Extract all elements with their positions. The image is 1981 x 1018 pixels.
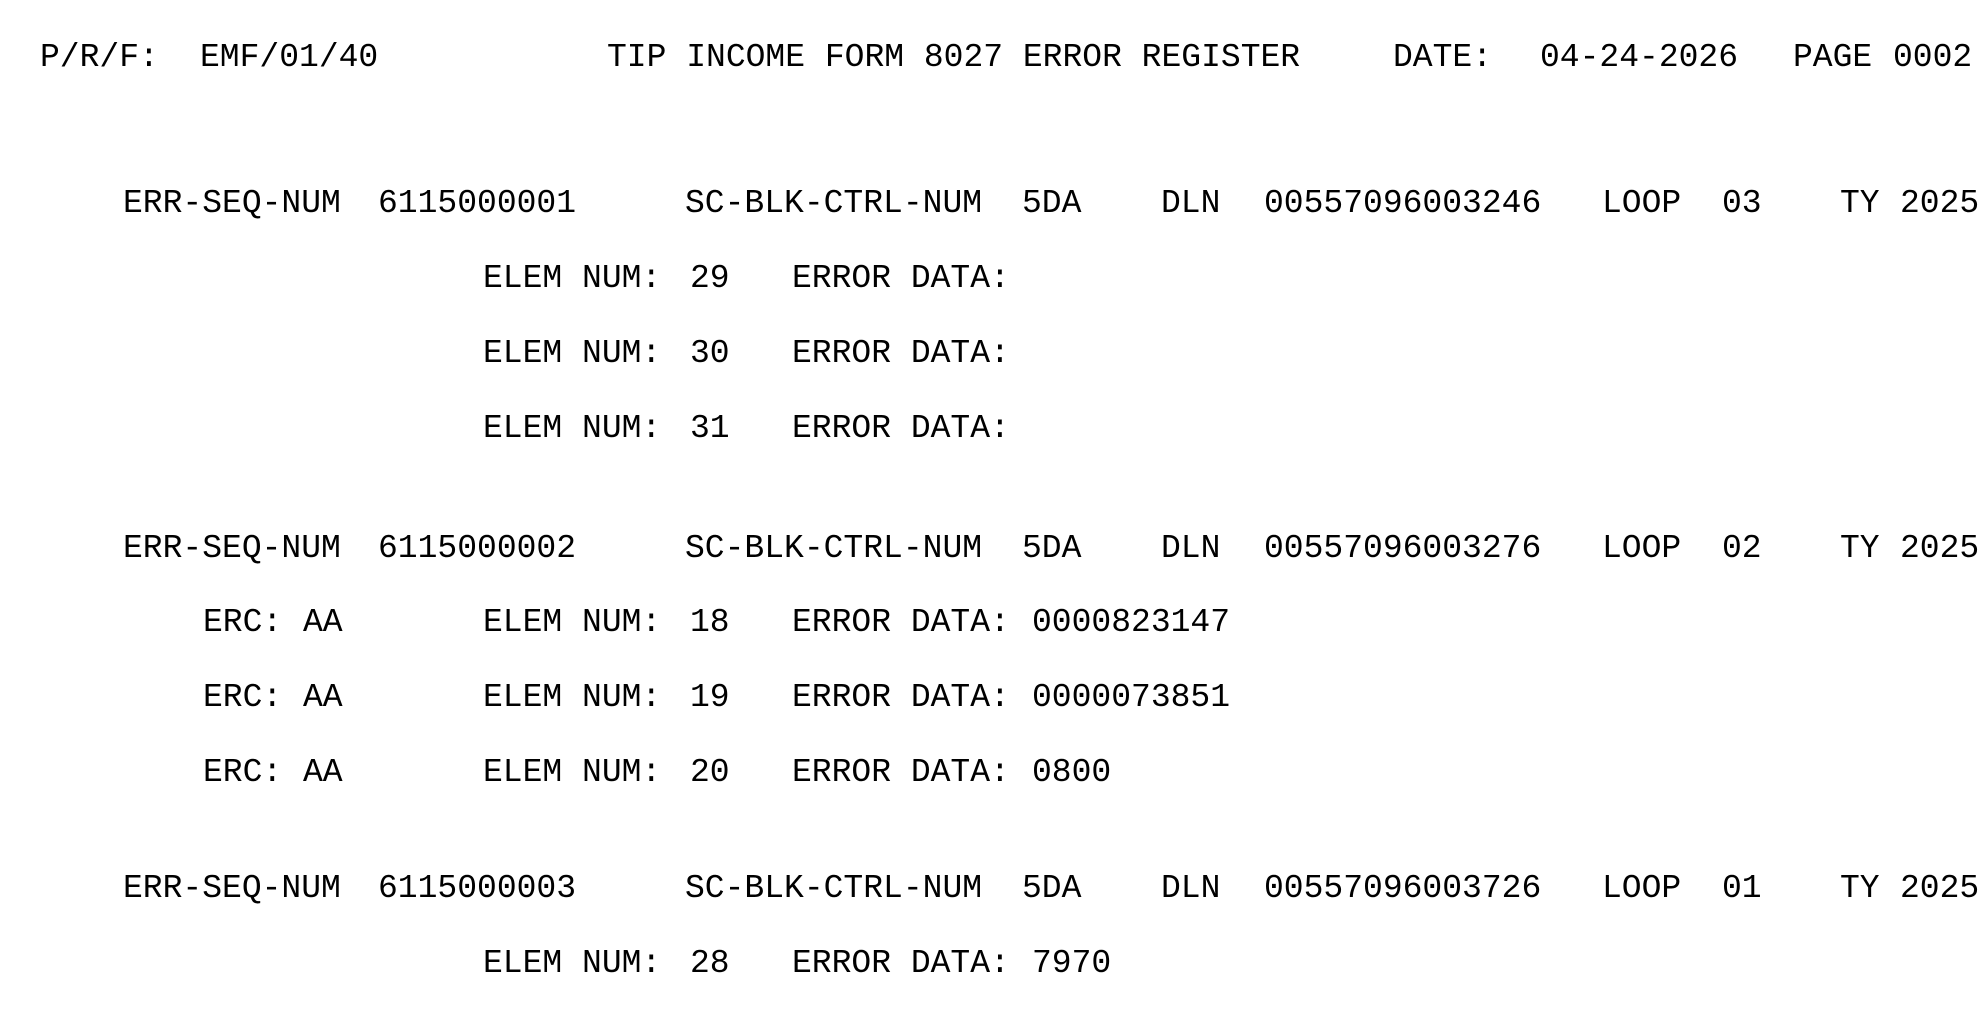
record-detail-line: ELEM NUM: 28 ERROR DATA: 7970 bbox=[0, 947, 1981, 981]
page-label: PAGE bbox=[1793, 39, 1873, 76]
blk-ctrl-value: 5DA bbox=[1022, 185, 1082, 222]
tax-year-label: TY bbox=[1840, 870, 1880, 907]
dln-label: DLN bbox=[1161, 185, 1221, 222]
error-data-value: 0800 bbox=[1032, 754, 1112, 791]
err-seq-value: 6115000003 bbox=[378, 870, 577, 907]
loop-value: 02 bbox=[1722, 530, 1762, 567]
erc-value: AA bbox=[303, 754, 343, 791]
page-number: 0002 bbox=[1893, 39, 1973, 76]
loop-label: LOOP bbox=[1602, 185, 1682, 222]
record-header-line: ERR-SEQ-NUM 6115000003 SC-BLK-CTRL-NUM 5… bbox=[0, 872, 1981, 906]
loop-value: 03 bbox=[1722, 185, 1762, 222]
elem-num-value: 31 bbox=[690, 410, 730, 447]
loop-label: LOOP bbox=[1602, 530, 1682, 567]
record-header-line: ERR-SEQ-NUM 6115000002 SC-BLK-CTRL-NUM 5… bbox=[0, 532, 1981, 566]
tax-year-label: TY bbox=[1840, 530, 1880, 567]
record-detail-line: ELEM NUM: 30 ERROR DATA: bbox=[0, 337, 1981, 371]
elem-num-value: 18 bbox=[690, 604, 730, 641]
report-title: TIP INCOME FORM 8027 ERROR REGISTER bbox=[607, 39, 1301, 76]
error-data-label: ERROR DATA: bbox=[792, 679, 1010, 716]
elem-num-value: 28 bbox=[690, 945, 730, 982]
error-data-value: 0000823147 bbox=[1032, 604, 1231, 641]
prf-value: EMF/01/40 bbox=[200, 39, 379, 76]
elem-num-label: ELEM NUM: bbox=[483, 260, 662, 297]
blk-ctrl-label: SC-BLK-CTRL-NUM bbox=[685, 185, 983, 222]
dln-label: DLN bbox=[1161, 870, 1221, 907]
err-seq-value: 6115000002 bbox=[378, 530, 577, 567]
date-label: DATE: bbox=[1393, 39, 1493, 76]
error-data-value: 0000073851 bbox=[1032, 679, 1231, 716]
dln-label: DLN bbox=[1161, 530, 1221, 567]
blk-ctrl-value: 5DA bbox=[1022, 530, 1082, 567]
err-seq-value: 6115000001 bbox=[378, 185, 577, 222]
error-data-label: ERROR DATA: bbox=[792, 604, 1010, 641]
dln-value: 00557096003726 bbox=[1264, 870, 1542, 907]
dln-value: 00557096003276 bbox=[1264, 530, 1542, 567]
elem-num-value: 20 bbox=[690, 754, 730, 791]
record-detail-line: ERC: AA ELEM NUM: 20 ERROR DATA: 0800 bbox=[0, 756, 1981, 790]
dln-value: 00557096003246 bbox=[1264, 185, 1542, 222]
elem-num-value: 30 bbox=[690, 335, 730, 372]
date-value: 04-24-2026 bbox=[1540, 39, 1739, 76]
error-data-value: 7970 bbox=[1032, 945, 1112, 982]
error-data-label: ERROR DATA: bbox=[792, 945, 1010, 982]
error-data-label: ERROR DATA: bbox=[792, 410, 1010, 447]
report-header-line: P/R/F: EMF/01/40 TIP INCOME FORM 8027 ER… bbox=[0, 41, 1981, 75]
record-detail-line: ERC: AA ELEM NUM: 19 ERROR DATA: 0000073… bbox=[0, 681, 1981, 715]
loop-value: 01 bbox=[1722, 870, 1762, 907]
loop-label: LOOP bbox=[1602, 870, 1682, 907]
tax-year-label: TY bbox=[1840, 185, 1880, 222]
err-seq-label: ERR-SEQ-NUM bbox=[123, 185, 341, 222]
erc-value: AA bbox=[303, 604, 343, 641]
record-detail-line: ERC: AA ELEM NUM: 18 ERROR DATA: 0000823… bbox=[0, 606, 1981, 640]
blk-ctrl-value: 5DA bbox=[1022, 870, 1082, 907]
elem-num-label: ELEM NUM: bbox=[483, 335, 662, 372]
tax-year-value: 2025 bbox=[1900, 870, 1980, 907]
blk-ctrl-label: SC-BLK-CTRL-NUM bbox=[685, 530, 983, 567]
tax-year-value: 2025 bbox=[1900, 185, 1980, 222]
elem-num-value: 19 bbox=[690, 679, 730, 716]
elem-num-value: 29 bbox=[690, 260, 730, 297]
elem-num-label: ELEM NUM: bbox=[483, 945, 662, 982]
err-seq-label: ERR-SEQ-NUM bbox=[123, 530, 341, 567]
err-seq-label: ERR-SEQ-NUM bbox=[123, 870, 341, 907]
error-data-label: ERROR DATA: bbox=[792, 335, 1010, 372]
record-header-line: ERR-SEQ-NUM 6115000001 SC-BLK-CTRL-NUM 5… bbox=[0, 187, 1981, 221]
error-data-label: ERROR DATA: bbox=[792, 260, 1010, 297]
elem-num-label: ELEM NUM: bbox=[483, 754, 662, 791]
erc-label: ERC: bbox=[203, 679, 283, 716]
elem-num-label: ELEM NUM: bbox=[483, 679, 662, 716]
erc-label: ERC: bbox=[203, 604, 283, 641]
error-data-label: ERROR DATA: bbox=[792, 754, 1010, 791]
tax-year-value: 2025 bbox=[1900, 530, 1980, 567]
record-detail-line: ELEM NUM: 29 ERROR DATA: bbox=[0, 262, 1981, 296]
prf-label: P/R/F: bbox=[40, 39, 159, 76]
elem-num-label: ELEM NUM: bbox=[483, 410, 662, 447]
blk-ctrl-label: SC-BLK-CTRL-NUM bbox=[685, 870, 983, 907]
erc-label: ERC: bbox=[203, 754, 283, 791]
erc-value: AA bbox=[303, 679, 343, 716]
record-detail-line: ELEM NUM: 31 ERROR DATA: bbox=[0, 412, 1981, 446]
elem-num-label: ELEM NUM: bbox=[483, 604, 662, 641]
